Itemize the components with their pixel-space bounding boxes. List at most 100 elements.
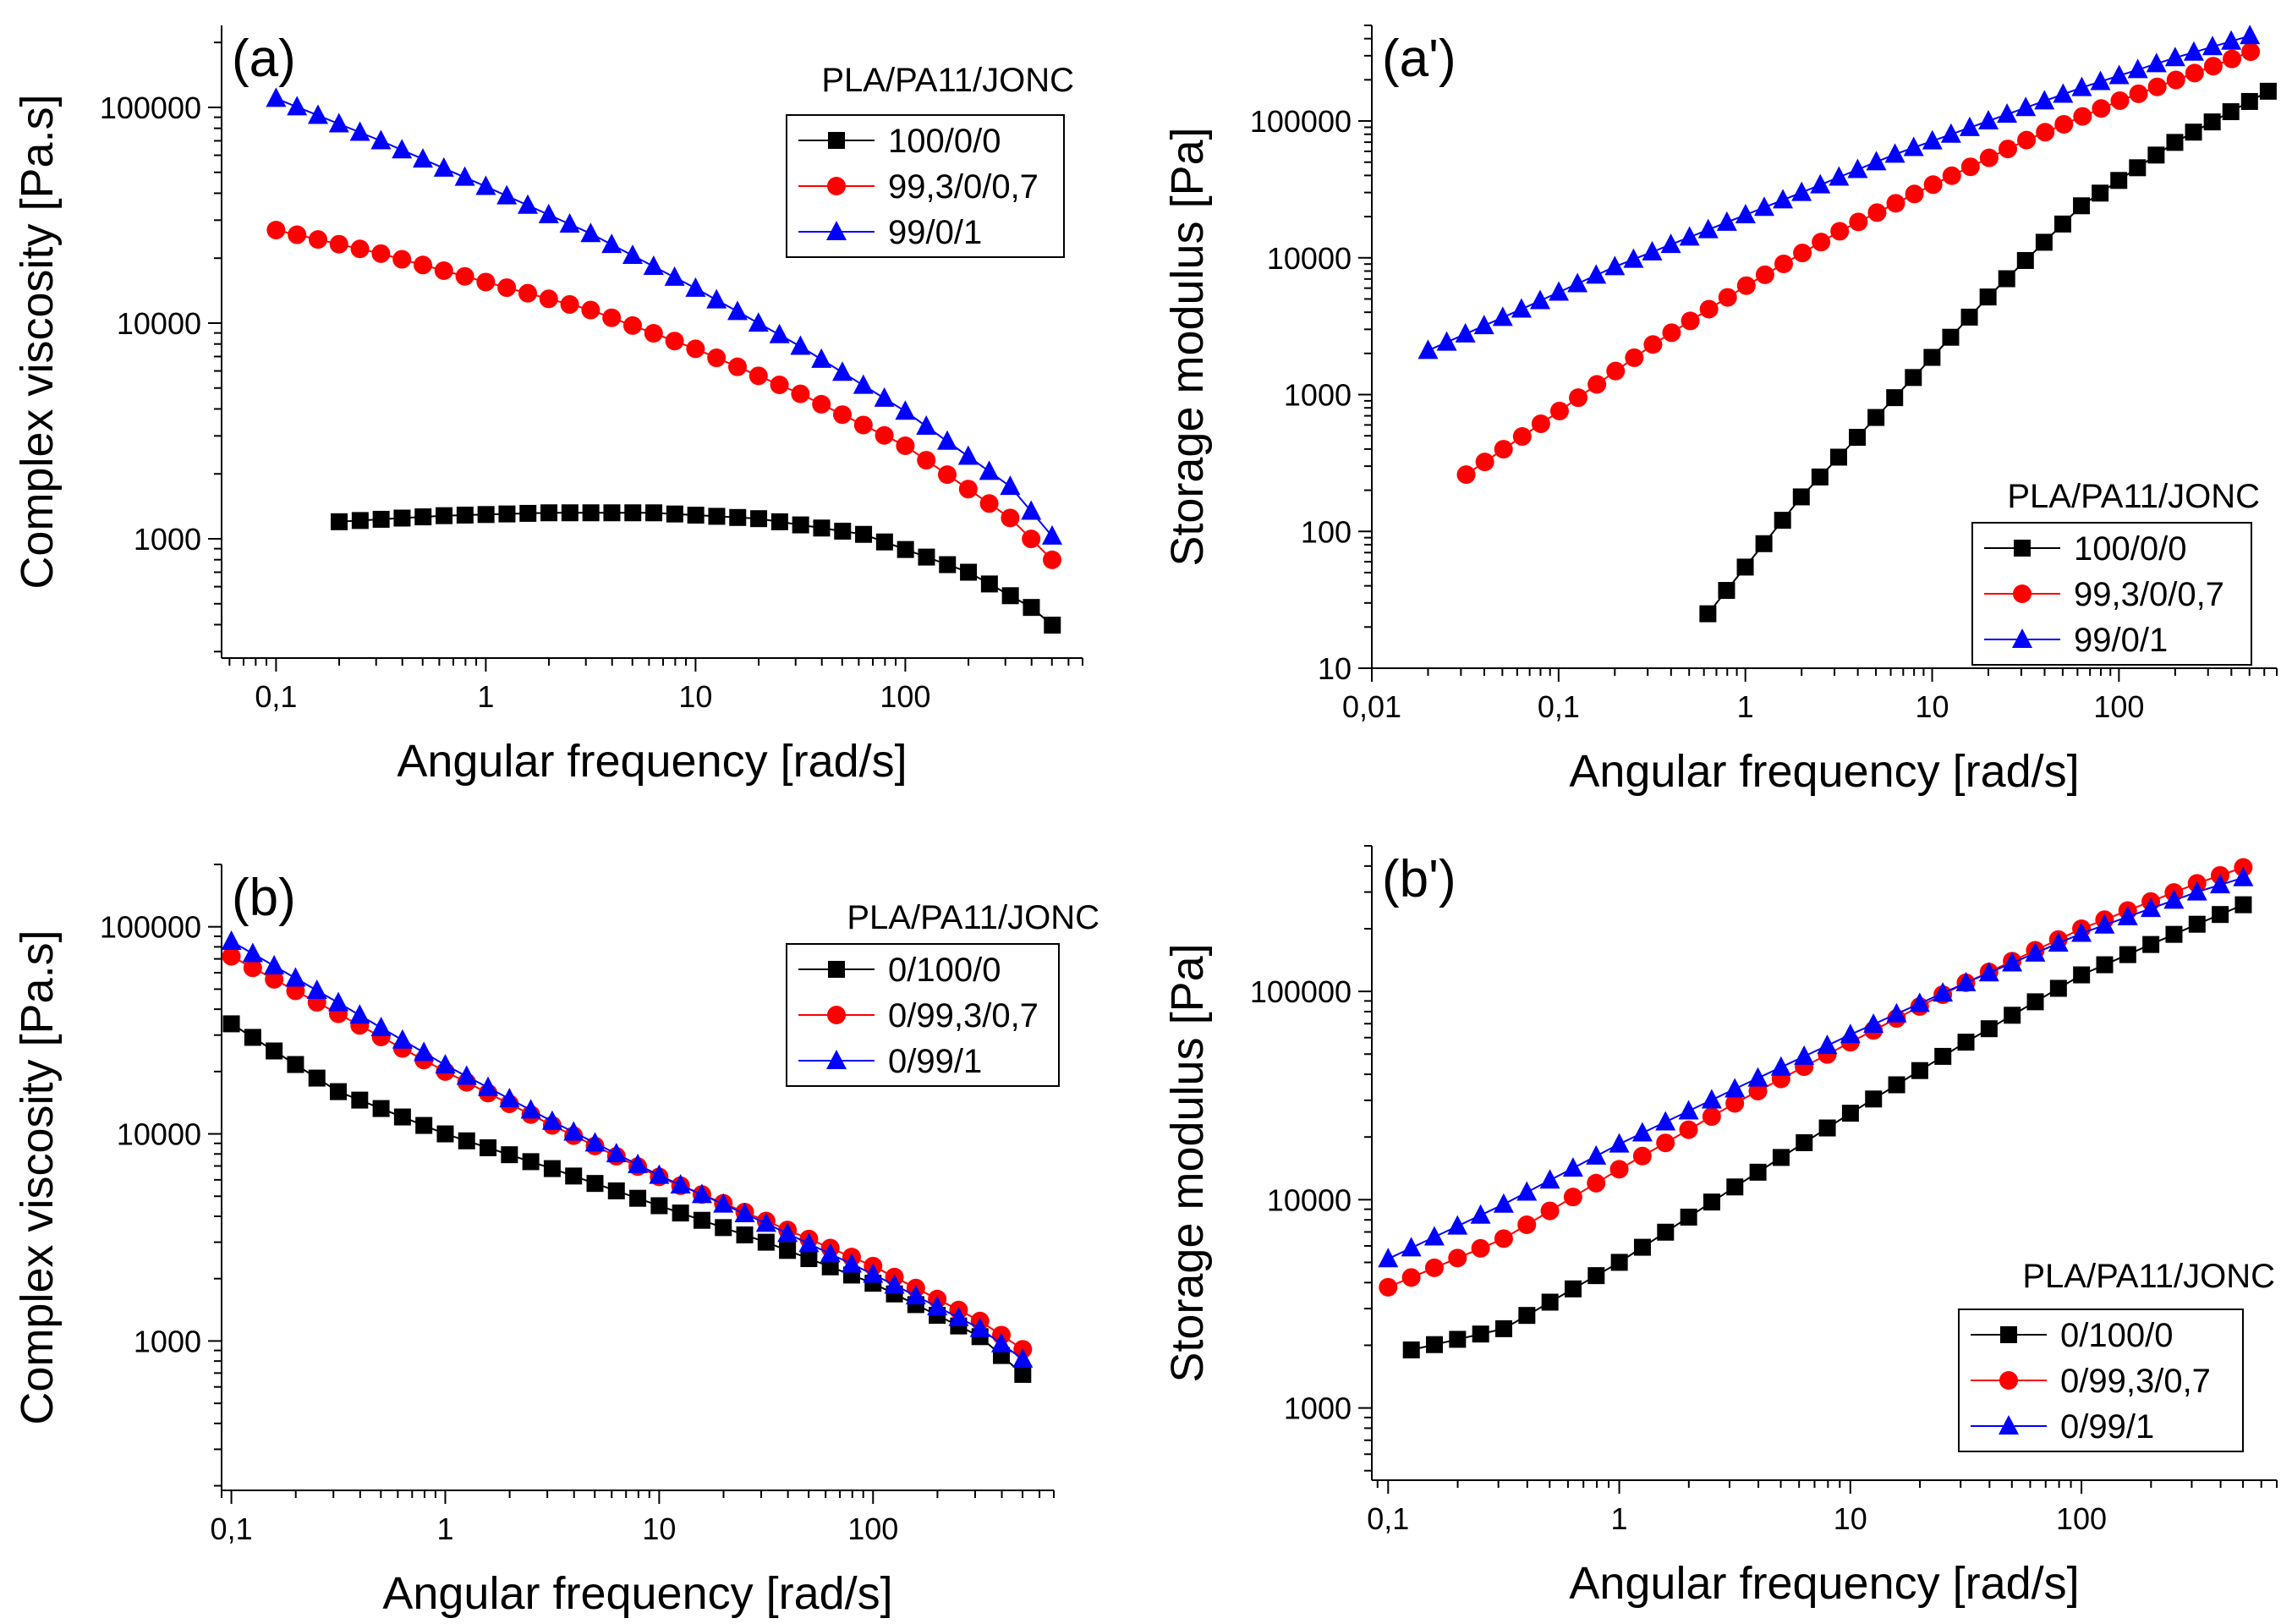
- legend-label: 99,3/0/0,7: [888, 168, 1039, 206]
- data-point: [1567, 272, 1588, 293]
- data-point: [477, 506, 495, 524]
- data-point: [414, 508, 432, 526]
- data-point: [607, 1182, 625, 1199]
- data-point: [1923, 175, 1943, 195]
- data-point: [1001, 587, 1019, 605]
- data-point: [2210, 874, 2231, 894]
- data-point: [1942, 328, 1960, 346]
- data-point: [650, 1197, 668, 1215]
- data-point: [2092, 99, 2111, 118]
- data-point: [392, 250, 412, 269]
- data-point: [221, 930, 242, 950]
- legend-marker: [827, 177, 846, 195]
- data-point: [476, 272, 496, 292]
- legend-entry-2: 0/99/1: [798, 1043, 982, 1080]
- data-point: [1604, 255, 1626, 276]
- data-point: [371, 244, 391, 263]
- data-point: [665, 332, 684, 351]
- data-point: [581, 300, 600, 320]
- y-tick-label: 1000: [1284, 1391, 1352, 1426]
- data-point: [266, 87, 287, 107]
- data-point: [2002, 952, 2023, 972]
- data-point: [436, 1125, 454, 1143]
- data-point: [1587, 1267, 1605, 1285]
- data-point: [414, 1041, 435, 1062]
- legend-title: PLA/PA11/JONC: [2022, 1258, 2275, 1295]
- data-point: [1942, 166, 1961, 185]
- data-point: [1539, 1169, 1560, 1189]
- data-point: [2117, 905, 2138, 925]
- data-point: [1529, 289, 1550, 310]
- data-point: [1830, 222, 1850, 241]
- data-point: [1736, 276, 1756, 295]
- data-point: [1455, 322, 1476, 343]
- data-point: [2035, 233, 2053, 251]
- data-point: [2185, 123, 2202, 141]
- series-line: [276, 229, 1053, 561]
- data-point: [979, 460, 1000, 480]
- data-point: [2054, 114, 2074, 134]
- data-point: [1865, 1090, 1883, 1108]
- data-point: [560, 294, 579, 314]
- x-axis-title: Angular frequency [rad/s]: [1569, 746, 2079, 797]
- data-point: [328, 991, 349, 1012]
- data-point: [559, 213, 580, 233]
- data-point: [834, 522, 852, 540]
- data-point: [518, 283, 537, 303]
- data-point: [905, 1285, 926, 1305]
- data-point: [938, 465, 957, 485]
- data-point: [686, 339, 705, 359]
- data-point: [2073, 197, 2091, 215]
- data-point: [392, 139, 413, 159]
- data-point: [645, 504, 663, 522]
- legend-marker: [2013, 584, 2032, 603]
- data-point: [2025, 941, 2046, 962]
- data-point: [330, 1083, 348, 1100]
- legend-label: 0/99,3/0,7: [888, 997, 1039, 1034]
- data-point: [1811, 468, 1829, 486]
- data-point: [2127, 58, 2148, 79]
- data-point: [264, 954, 285, 974]
- data-point: [2071, 922, 2092, 942]
- data-point: [1493, 1193, 1514, 1213]
- data-point: [331, 513, 348, 530]
- data-point: [413, 255, 432, 275]
- data-point: [539, 289, 558, 309]
- data-point: [1905, 369, 1922, 387]
- data-point: [543, 1160, 561, 1177]
- data-point: [1643, 335, 1663, 354]
- legend-entry-2: 99/0/1: [1984, 622, 2168, 659]
- data-point: [244, 1029, 261, 1046]
- data-point: [1470, 1204, 1491, 1224]
- x-tick-label: 100: [880, 679, 930, 714]
- data-point: [750, 510, 768, 528]
- data-point: [2129, 159, 2147, 177]
- legend-marker: [1999, 1415, 2019, 1435]
- data-point: [1423, 1226, 1445, 1246]
- y-tick-label: 1000: [1284, 378, 1352, 413]
- data-point: [434, 261, 453, 281]
- data-point: [601, 233, 622, 254]
- data-point: [497, 278, 517, 298]
- data-point: [748, 312, 769, 332]
- data-point: [1886, 389, 1904, 407]
- data-point: [875, 425, 894, 445]
- data-point: [1401, 1268, 1421, 1287]
- data-point: [1960, 157, 1980, 177]
- series-2: [1417, 25, 2261, 359]
- data-point: [2259, 82, 2277, 100]
- data-point: [875, 533, 893, 551]
- data-point: [1702, 1107, 1721, 1127]
- data-point: [582, 504, 600, 522]
- series-2: [266, 87, 1063, 545]
- data-point: [1747, 1067, 1768, 1087]
- legend-entry-1: 0/99,3/0,7: [798, 997, 1039, 1034]
- data-point: [455, 266, 474, 286]
- x-tick-label: 10: [1916, 689, 1949, 724]
- data-point: [1699, 299, 1719, 319]
- x-tick-label: 10: [1834, 1501, 1867, 1536]
- data-point: [370, 129, 392, 150]
- data-point: [979, 494, 999, 513]
- data-point: [1840, 1023, 1861, 1044]
- legend-label: 100/0/0: [2074, 530, 2186, 568]
